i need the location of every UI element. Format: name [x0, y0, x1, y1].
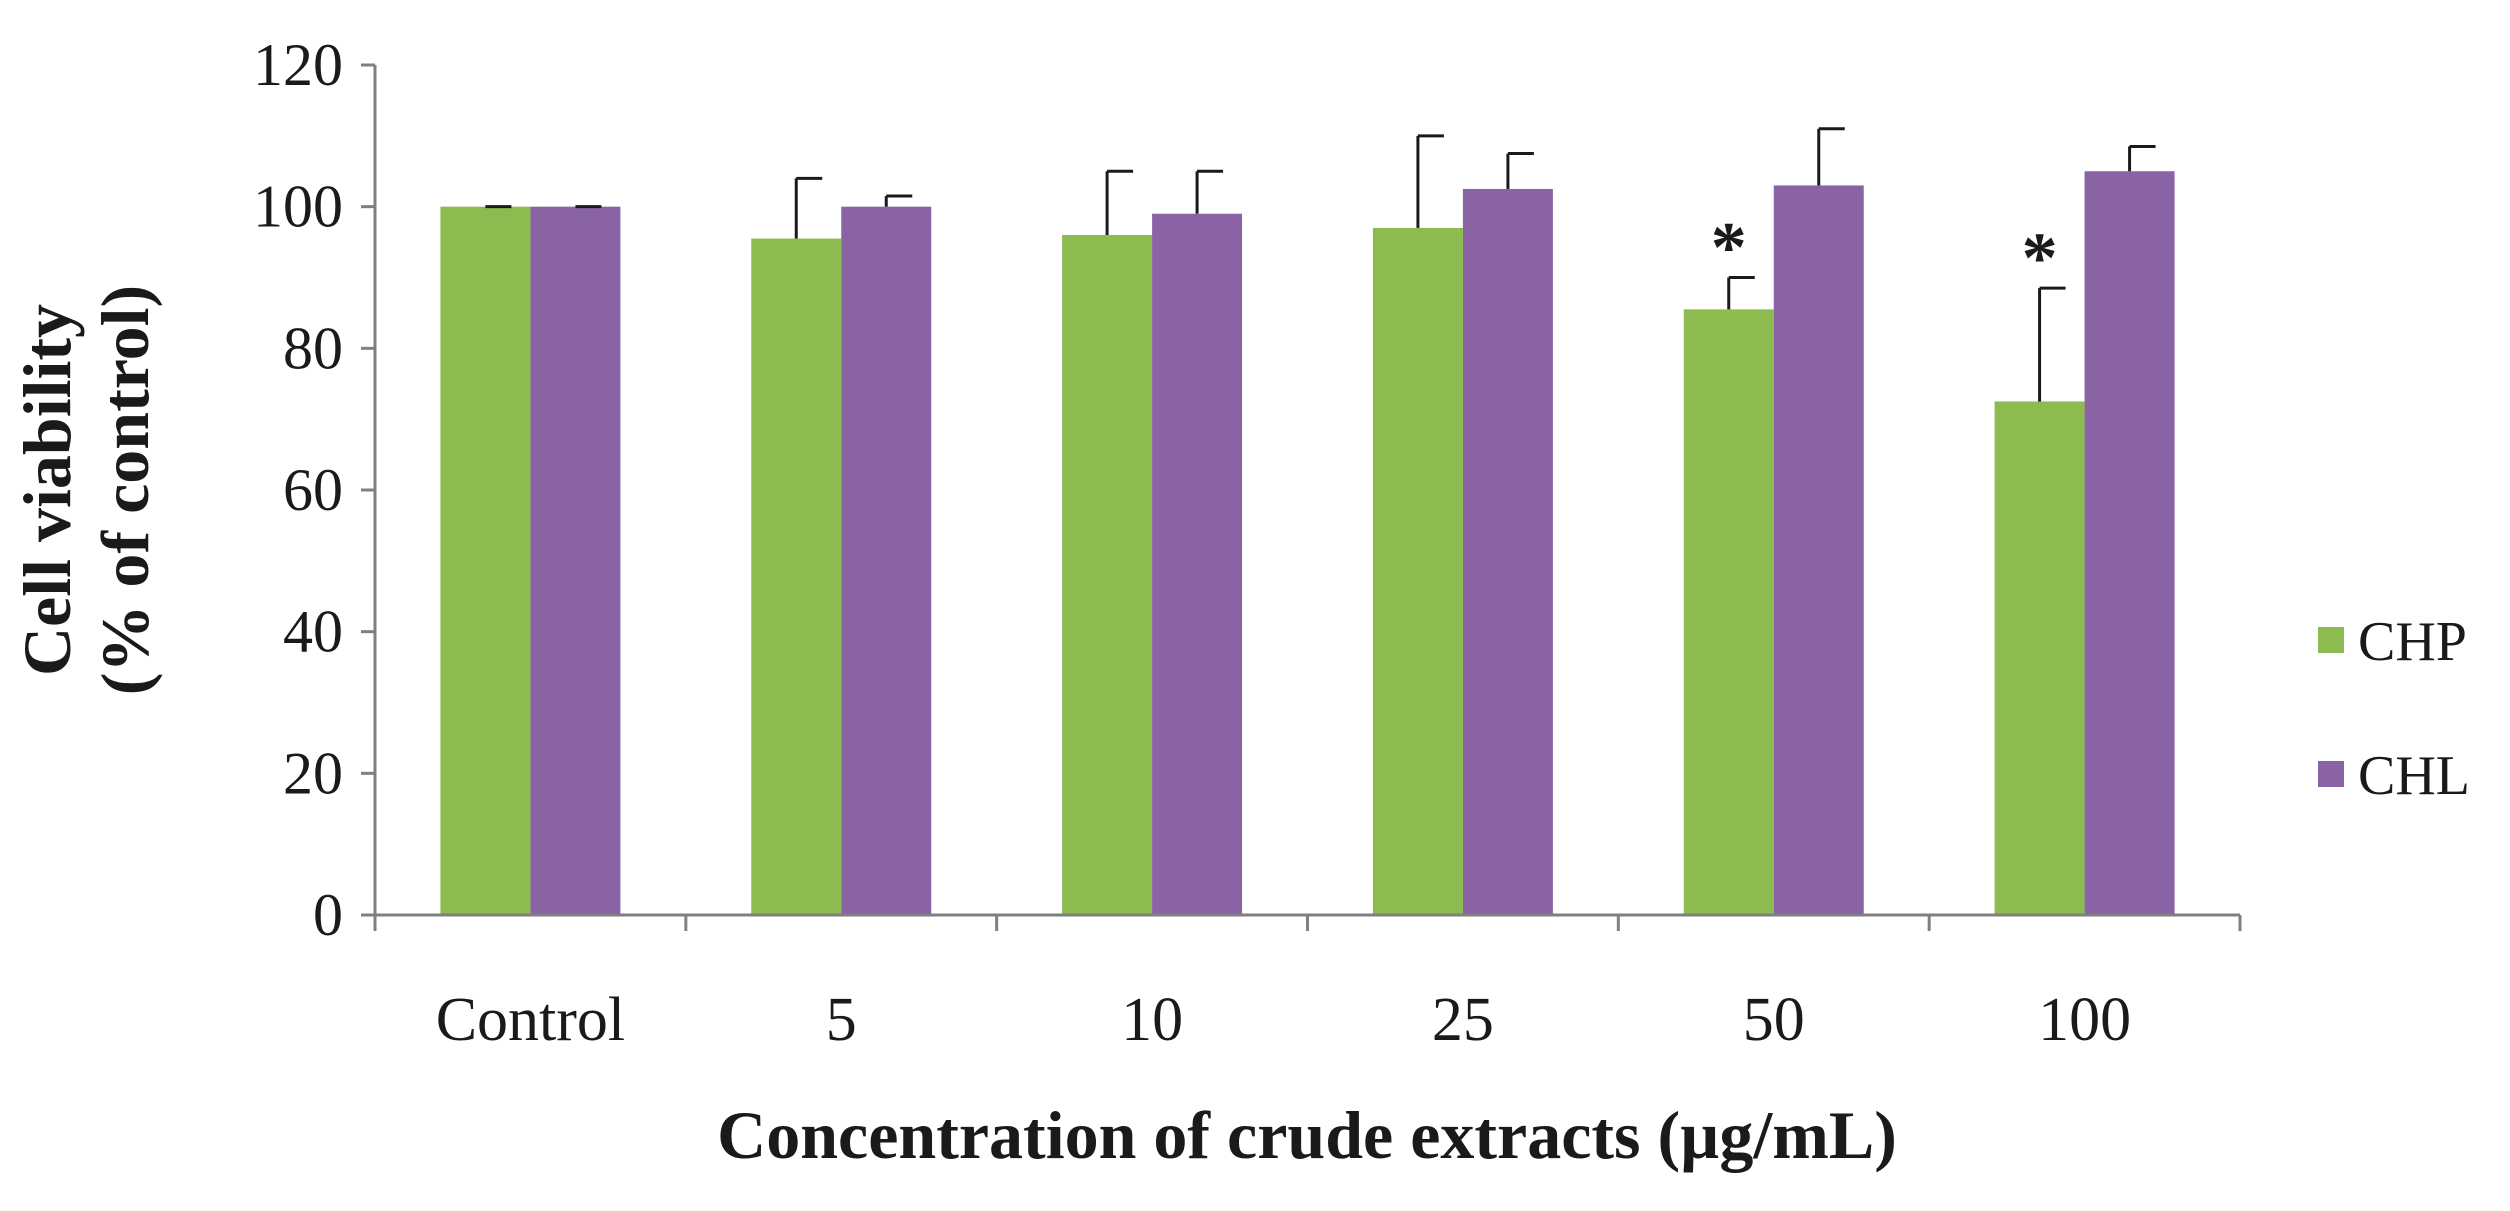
y-tick-label: 80: [283, 315, 343, 381]
bar-chp: [1372, 227, 1463, 915]
legend: CHP CHL: [2318, 611, 2470, 807]
x-axis-title: Concentration of crude extracts (µg/mL): [717, 1097, 1897, 1173]
bar-chl: [2084, 171, 2175, 915]
legend-label-chp: CHP: [2358, 611, 2467, 673]
x-tick-label: 10: [1121, 986, 1183, 1054]
bar-chp: [440, 206, 531, 915]
x-tick-labels: Control 5 10 25 50 100: [436, 986, 2131, 1054]
y-tick-label: 60: [283, 457, 343, 523]
y-axis-title: Cell viability (% of control): [9, 285, 163, 695]
bar-chp: [1994, 401, 2085, 915]
y-tick-label: 20: [283, 740, 343, 806]
y-tick-labels: 0 20 40 60 80 100 120: [253, 32, 343, 948]
x-tick-label: 25: [1432, 986, 1494, 1054]
bar-chl: [1152, 213, 1243, 915]
bar-chp: [751, 238, 842, 915]
y-axis-title-line2: (% of control): [87, 285, 163, 695]
axes-layer: [361, 63, 2242, 931]
y-tick-label: 100: [253, 174, 343, 240]
y-axis-title-line1: Cell viability: [9, 304, 85, 676]
bars-layer: [440, 171, 2175, 916]
bar-chp: [1683, 309, 1774, 915]
bar-chl: [530, 206, 621, 915]
x-tick-label: 50: [1743, 986, 1805, 1054]
x-tick-label: Control: [436, 986, 625, 1054]
error-bars-layer: [485, 127, 2156, 402]
significance-marks: * *: [1711, 208, 2058, 299]
y-tick-label: 120: [253, 32, 343, 98]
y-tick-label: 40: [283, 599, 343, 665]
legend-label-chl: CHL: [2358, 745, 2470, 807]
legend-swatch-chl: [2318, 761, 2344, 787]
bar-chp: [1062, 235, 1153, 915]
y-tick-label: 0: [313, 882, 343, 948]
bar-chl: [1773, 185, 1864, 915]
x-tick-label: 100: [2038, 986, 2131, 1054]
x-tick-label: 5: [826, 986, 857, 1054]
bar-chl: [841, 206, 932, 915]
significance-asterisk: *: [2022, 218, 2058, 298]
significance-asterisk: *: [1711, 208, 1747, 288]
bar-chl: [1462, 188, 1553, 916]
legend-swatch-chp: [2318, 627, 2344, 653]
